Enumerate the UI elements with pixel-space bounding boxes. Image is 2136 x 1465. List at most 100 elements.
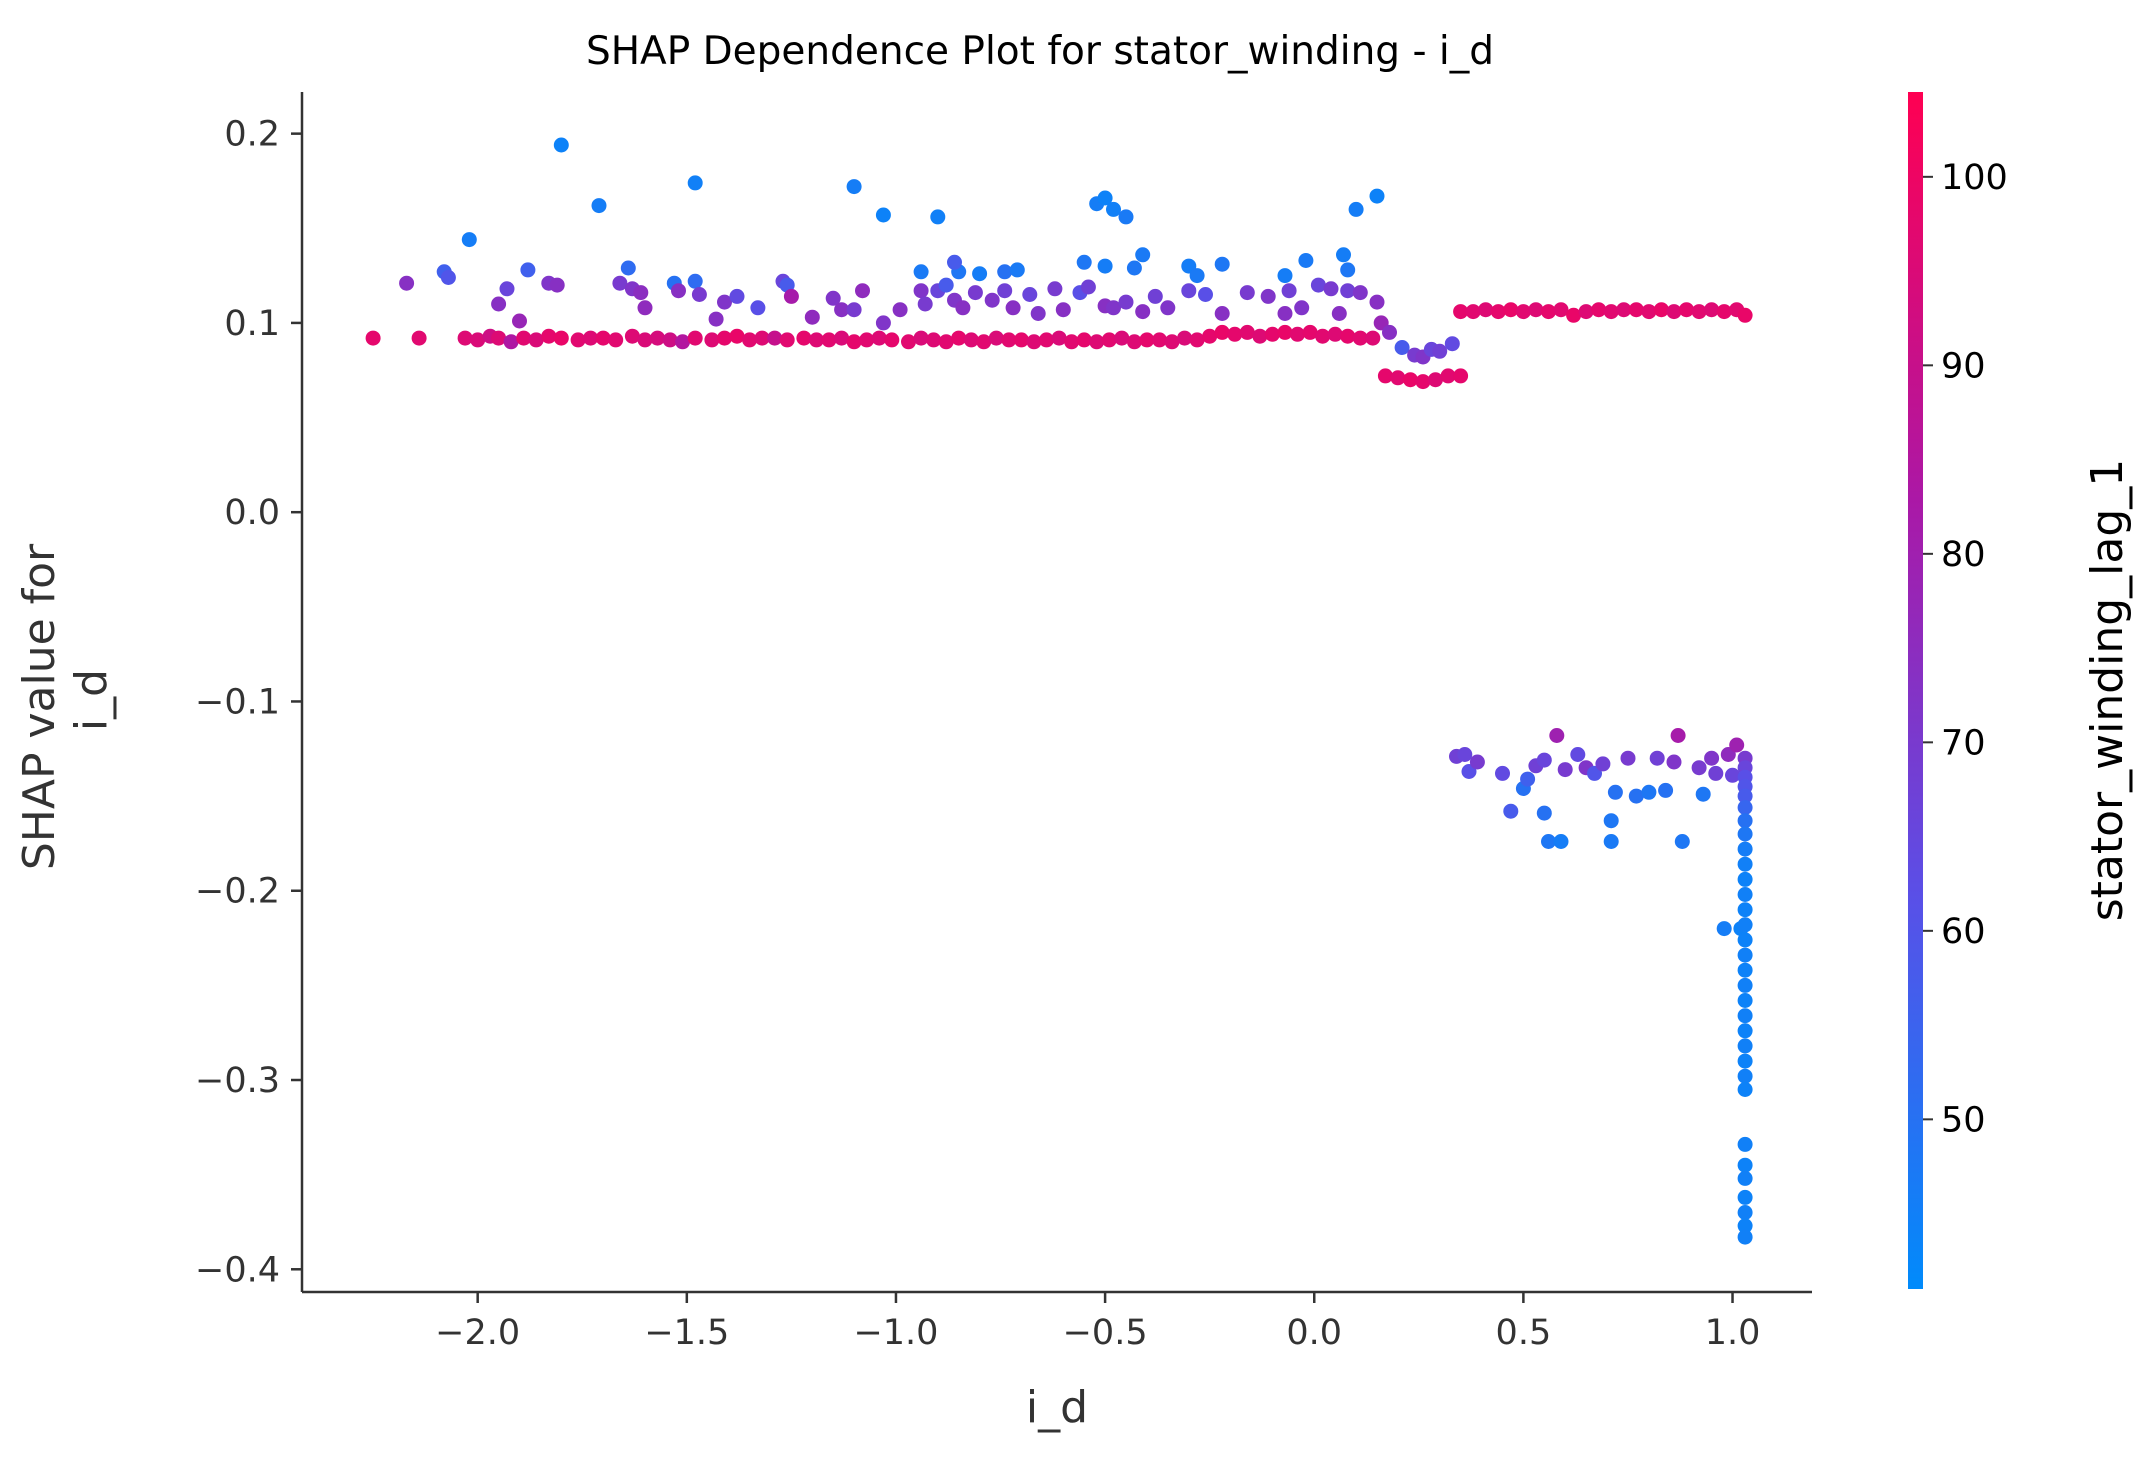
data-point <box>1039 332 1054 348</box>
data-point <box>1394 340 1410 355</box>
data-point <box>976 334 992 350</box>
data-point <box>1737 841 1753 857</box>
data-point <box>1118 294 1134 310</box>
data-point <box>1181 283 1197 299</box>
data-point <box>1520 771 1536 787</box>
data-point <box>1177 330 1193 346</box>
data-point <box>365 330 381 346</box>
data-point <box>1503 302 1519 318</box>
data-point <box>871 330 887 346</box>
data-point <box>1252 328 1268 344</box>
data-point <box>1382 324 1397 340</box>
data-point <box>972 266 988 282</box>
data-point <box>1737 1205 1753 1220</box>
data-point <box>1126 260 1142 276</box>
data-point <box>1691 304 1707 320</box>
data-point <box>1704 750 1720 766</box>
data-point <box>1737 887 1753 902</box>
y-axis-title-line-1: SHAP value for <box>14 543 65 870</box>
data-point <box>1369 294 1385 310</box>
data-point <box>499 281 515 297</box>
data-point <box>717 294 732 310</box>
data-point <box>1737 977 1753 993</box>
data-point <box>1026 334 1042 350</box>
data-point <box>926 332 942 348</box>
data-point <box>1536 805 1552 821</box>
data-point <box>1030 306 1046 321</box>
y-tick-label: −0.4 <box>195 1250 280 1290</box>
data-point <box>834 330 850 346</box>
data-point <box>1708 765 1724 781</box>
data-point <box>1528 302 1544 318</box>
data-point <box>1566 307 1582 323</box>
data-point <box>1315 328 1331 344</box>
data-point <box>1089 334 1105 350</box>
data-point <box>1653 302 1669 318</box>
data-point <box>754 330 770 346</box>
data-point <box>650 330 665 346</box>
data-point <box>951 330 967 346</box>
x-tick-label: −0.5 <box>1063 1313 1148 1353</box>
data-point <box>1695 786 1711 802</box>
data-point <box>1737 1008 1753 1024</box>
data-point <box>1009 262 1025 278</box>
data-point <box>1369 188 1385 204</box>
data-point <box>687 273 703 289</box>
data-point <box>984 292 1000 308</box>
data-point <box>1666 754 1682 770</box>
data-point <box>1725 767 1740 783</box>
data-point <box>913 330 929 346</box>
data-point <box>779 332 795 348</box>
data-point <box>691 287 707 302</box>
data-point <box>859 332 875 348</box>
y-axis-title: SHAP value for i_d <box>14 530 117 870</box>
data-point <box>1737 307 1753 323</box>
data-point <box>503 334 519 350</box>
data-point <box>825 290 841 306</box>
data-point <box>767 330 783 346</box>
data-point <box>591 198 607 214</box>
data-point <box>750 300 766 316</box>
data-point <box>1603 813 1619 829</box>
data-point <box>967 285 983 301</box>
data-point <box>1047 281 1063 297</box>
data-point <box>1607 784 1623 800</box>
data-point <box>1737 1023 1753 1039</box>
colorbar-tick-label: 80 <box>1941 535 1986 575</box>
data-point <box>528 332 544 348</box>
data-point <box>1737 871 1753 887</box>
data-point <box>491 330 507 346</box>
data-point <box>1553 834 1569 849</box>
data-point <box>1578 304 1594 320</box>
data-point <box>729 288 745 304</box>
data-point <box>1214 256 1230 272</box>
data-point <box>742 332 758 348</box>
data-point <box>1147 288 1163 304</box>
data-point <box>955 300 971 316</box>
data-point <box>1620 750 1636 766</box>
data-point <box>1290 326 1305 342</box>
data-point <box>1402 372 1418 388</box>
data-point <box>1135 247 1151 263</box>
data-point <box>930 209 946 225</box>
data-point <box>1737 1068 1753 1084</box>
x-tick-label: −2.0 <box>435 1313 520 1353</box>
y-tick-label: 0.2 <box>224 115 280 155</box>
data-point <box>1666 304 1682 320</box>
data-point <box>1310 277 1326 293</box>
data-point <box>1214 306 1230 321</box>
data-point <box>963 332 979 348</box>
data-point <box>637 332 653 348</box>
data-point <box>1515 304 1531 320</box>
data-point <box>1432 343 1448 359</box>
data-point <box>549 277 565 293</box>
data-point <box>1457 747 1473 762</box>
data-point <box>875 207 891 223</box>
data-point <box>846 302 862 318</box>
data-point <box>913 264 929 280</box>
data-point <box>997 264 1013 280</box>
data-point <box>834 302 850 318</box>
data-point <box>516 330 532 346</box>
data-point <box>988 330 1004 346</box>
data-point <box>675 334 691 350</box>
